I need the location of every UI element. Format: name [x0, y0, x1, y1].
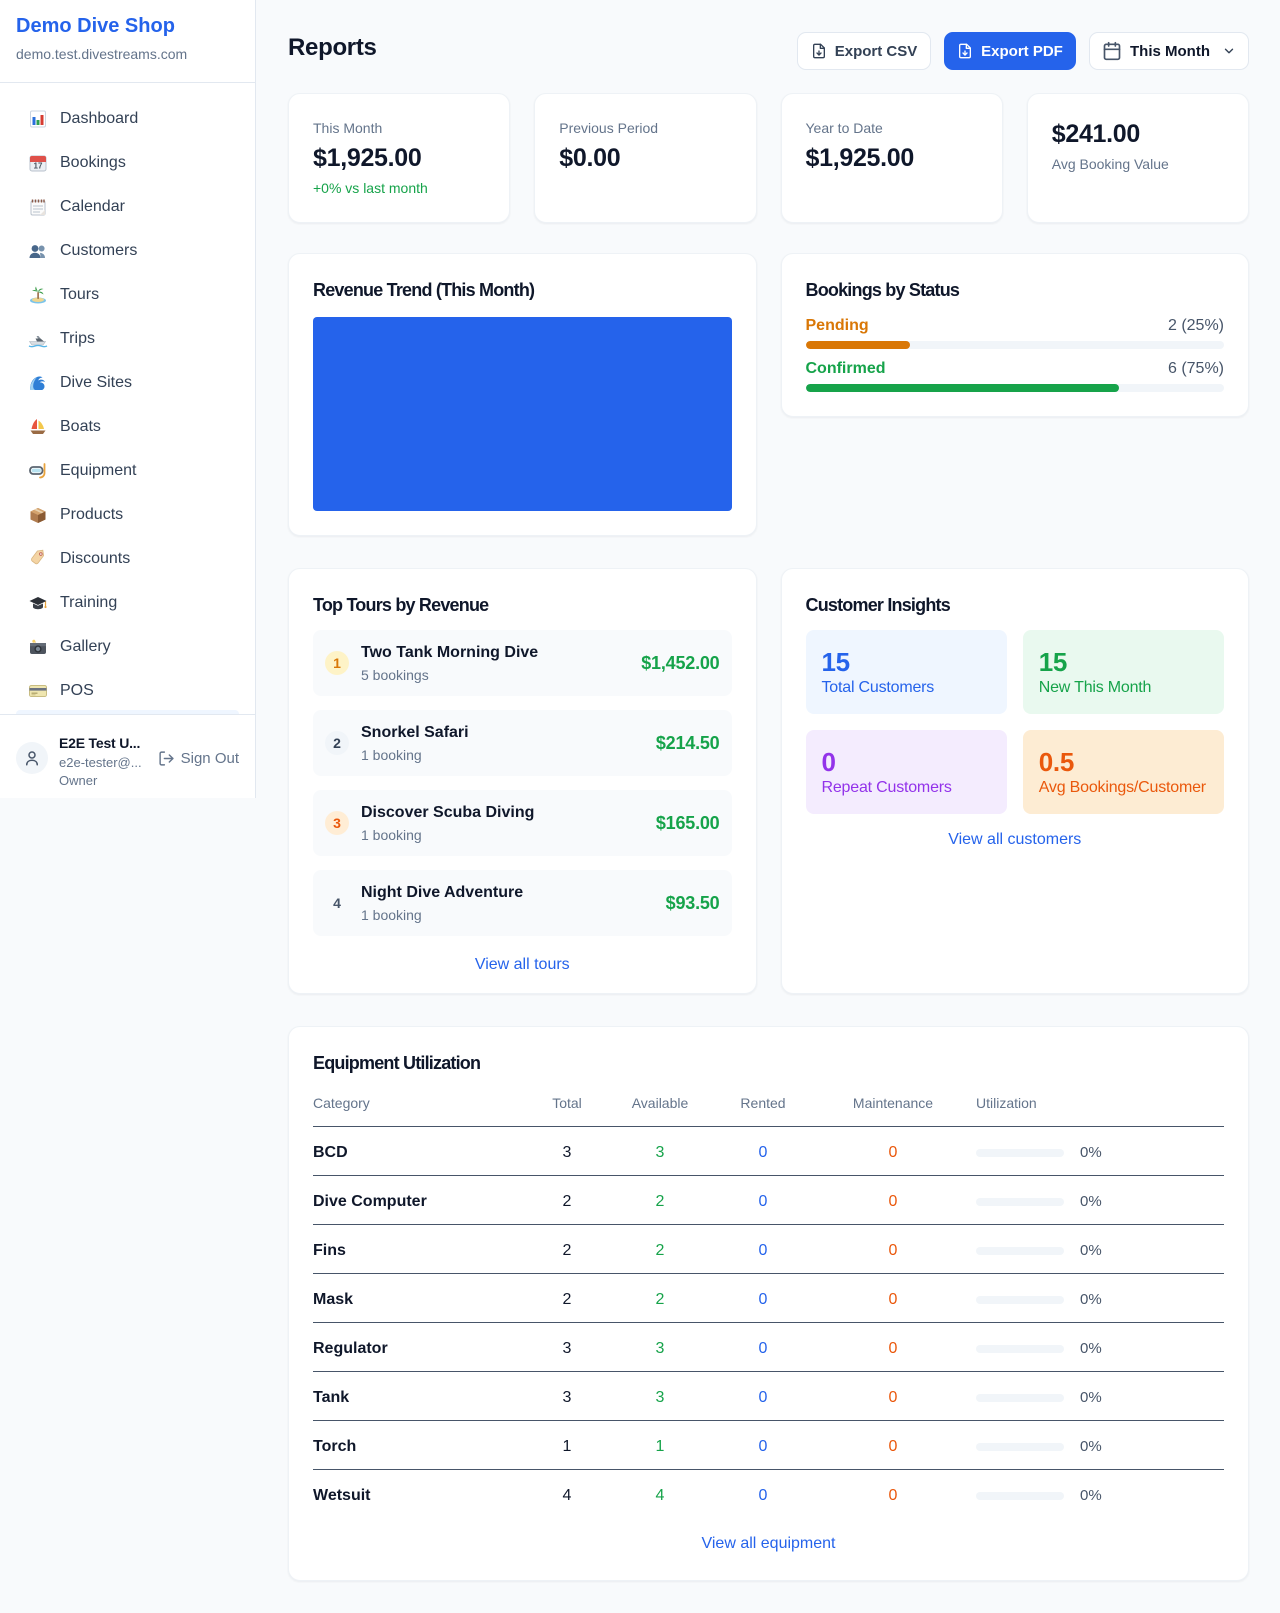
svg-text:17: 17 — [34, 162, 43, 171]
